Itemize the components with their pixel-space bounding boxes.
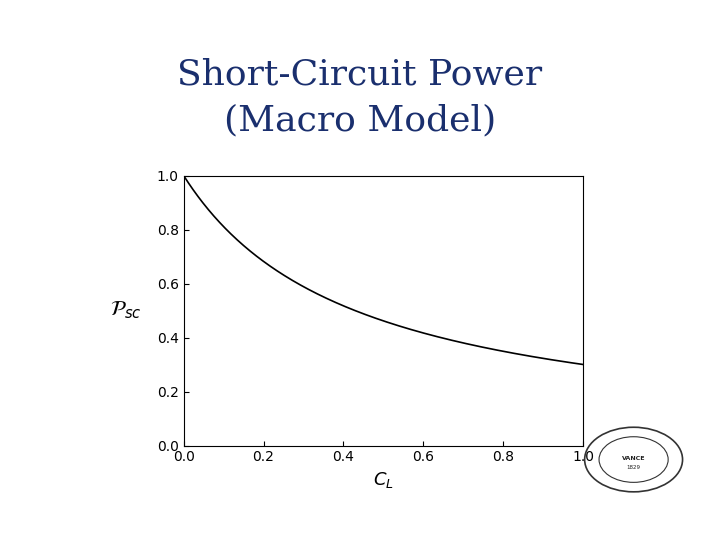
Text: 1829: 1829 <box>626 465 641 470</box>
Text: (Macro Model): (Macro Model) <box>224 104 496 137</box>
Text: Chalmers University of Technology: Chalmers University of Technology <box>490 17 707 30</box>
Text: FlexSoC Seminar Series – 2004-03-15: FlexSoC Seminar Series – 2004-03-15 <box>13 514 300 528</box>
Text: CHALMERS: CHALMERS <box>13 14 123 32</box>
Text: Page 28: Page 28 <box>646 514 707 528</box>
Text: Short-Circuit Power: Short-Circuit Power <box>177 58 543 91</box>
Y-axis label: $\mathcal{P}_{sc}$: $\mathcal{P}_{sc}$ <box>110 300 142 321</box>
Text: VANCE: VANCE <box>622 456 645 461</box>
X-axis label: $C_L$: $C_L$ <box>373 470 394 490</box>
